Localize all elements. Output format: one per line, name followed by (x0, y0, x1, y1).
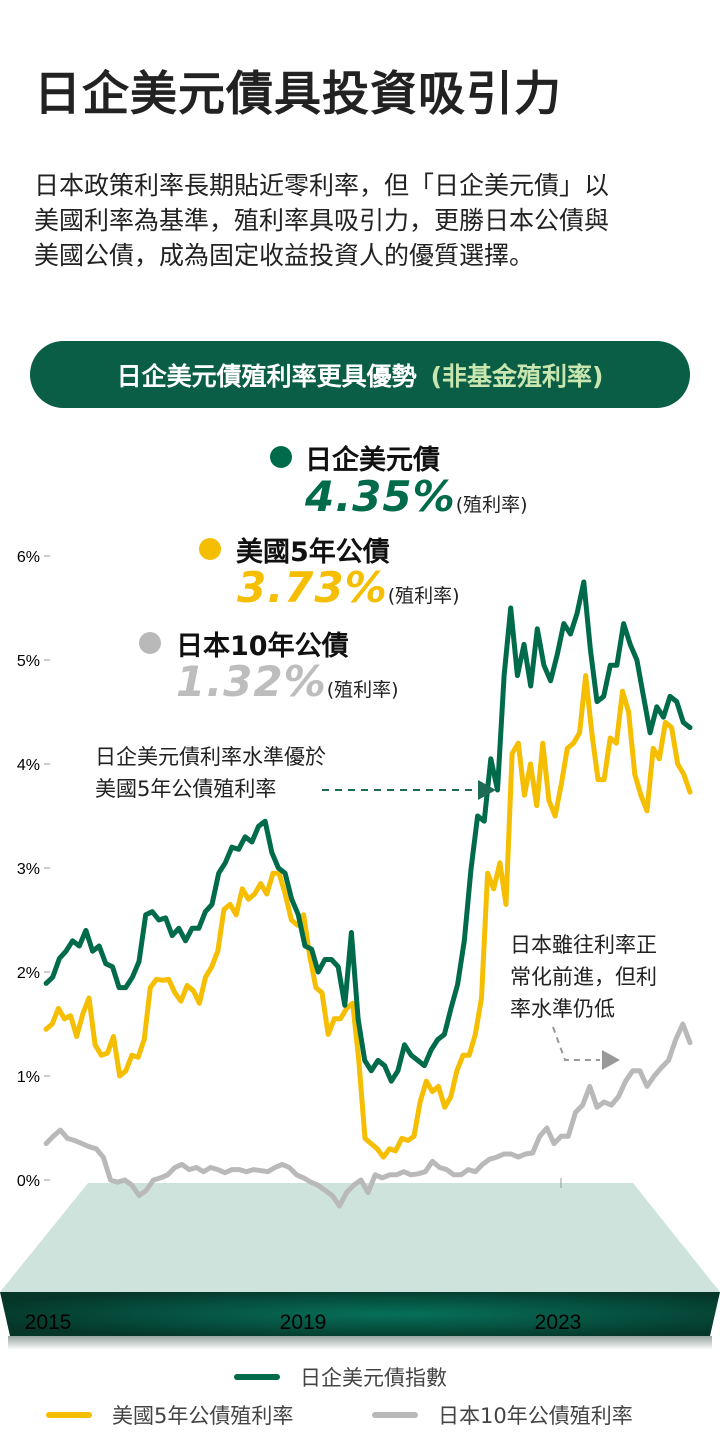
x-tick-label: 2015 (25, 1311, 72, 1334)
intro-line: 美國利率為基準，殖利率具吸引力，更勝日本公債與 (34, 206, 610, 235)
legend-item-green: 日企美元債指數 (234, 1362, 447, 1392)
legend-swatch (234, 1374, 280, 1380)
intro-line: 美國公債，成為固定收益投資人的優質選擇。 (34, 241, 535, 270)
platform-shadow (8, 1336, 712, 1350)
y-tick-label: 5% (17, 653, 40, 670)
annotation-line: 日企美元債利率水準優於 (95, 745, 326, 769)
x-tick-label: 2023 (535, 1311, 582, 1334)
callout-label: 美國5年公債 (236, 537, 390, 568)
legend-swatch (46, 1412, 92, 1418)
annotation-line: 常化前進，但利 (510, 965, 657, 989)
legend-label: 美國5年公債殖利率 (112, 1404, 294, 1428)
legend-item-yellow: 美國5年公債殖利率 (46, 1400, 293, 1430)
platform-top (0, 1183, 720, 1292)
series-line-us-5y (43, 673, 693, 1160)
x-tick-label: 2019 (280, 1311, 327, 1334)
y-axis: 6%5%4%3%2%1%0%-1% (12, 549, 50, 1294)
y-tick-label: 6% (17, 549, 40, 566)
annotation-line: 日本雖往利率正 (510, 933, 657, 957)
legend-label: 日企美元債指數 (300, 1366, 447, 1390)
banner-title: 日企美元債殖利率更具優勢 (116, 361, 417, 391)
yellow-dot-icon (199, 538, 221, 560)
callout-value: 4.35% (305, 472, 456, 521)
platform-band (0, 1292, 720, 1336)
series-lines (43, 579, 693, 1209)
x-axis: 2015 2019 2023 (25, 1311, 582, 1334)
gray-dot-icon (139, 632, 161, 654)
callout-unit: (殖利率) (387, 585, 460, 607)
callout-value: 1.32% (176, 657, 327, 706)
legend-item-gray: 日本10年公債殖利率 (372, 1400, 633, 1430)
y-tick-label: 3% (17, 861, 40, 878)
banner-subtitle: (非基金殖利率) (430, 361, 604, 391)
callout-unit: (殖利率) (455, 494, 528, 516)
y-tick-label: 0% (17, 1173, 40, 1190)
callout-label: 日企美元債 (305, 445, 440, 476)
legend-label: 日本10年公債殖利率 (438, 1404, 633, 1428)
intro-text: 日本政策利率長期貼近零利率，但「日企美元債」以 美國利率為基準，殖利率具吸引力，… (34, 168, 694, 273)
series-line-japan-corp-usd (43, 579, 693, 1084)
y-tick-label: 2% (17, 965, 40, 982)
annotation-arrow-line (552, 1026, 600, 1061)
y-tick-label: 4% (17, 757, 40, 774)
arrow-head-icon (602, 1050, 620, 1070)
page-title: 日企美元債具投資吸引力 (34, 67, 562, 122)
annotation-japan-low: 日本雖往利率正 常化前進，但利 率水準仍低 (510, 929, 657, 1025)
callout-value: 3.73% (237, 563, 388, 612)
series-line-japan-10y (43, 1021, 693, 1209)
arrow-head-icon (478, 780, 496, 800)
green-dot-icon (270, 446, 292, 468)
annotation-us-compare: 日企美元債利率水準優於 美國5年公債殖利率 (95, 741, 326, 805)
annotation-line: 率水準仍低 (510, 997, 615, 1021)
callout-label: 日本10年公債 (176, 631, 349, 662)
annotation-line: 美國5年公債殖利率 (95, 777, 277, 801)
chart-title-banner: 日企美元債殖利率更具優勢 (非基金殖利率) (30, 341, 690, 408)
callout-unit: (殖利率) (326, 679, 399, 701)
intro-line: 日本政策利率長期貼近零利率，但「日企美元債」以 (34, 171, 610, 200)
legend-swatch (372, 1412, 418, 1418)
y-tick-label: 1% (17, 1069, 40, 1086)
